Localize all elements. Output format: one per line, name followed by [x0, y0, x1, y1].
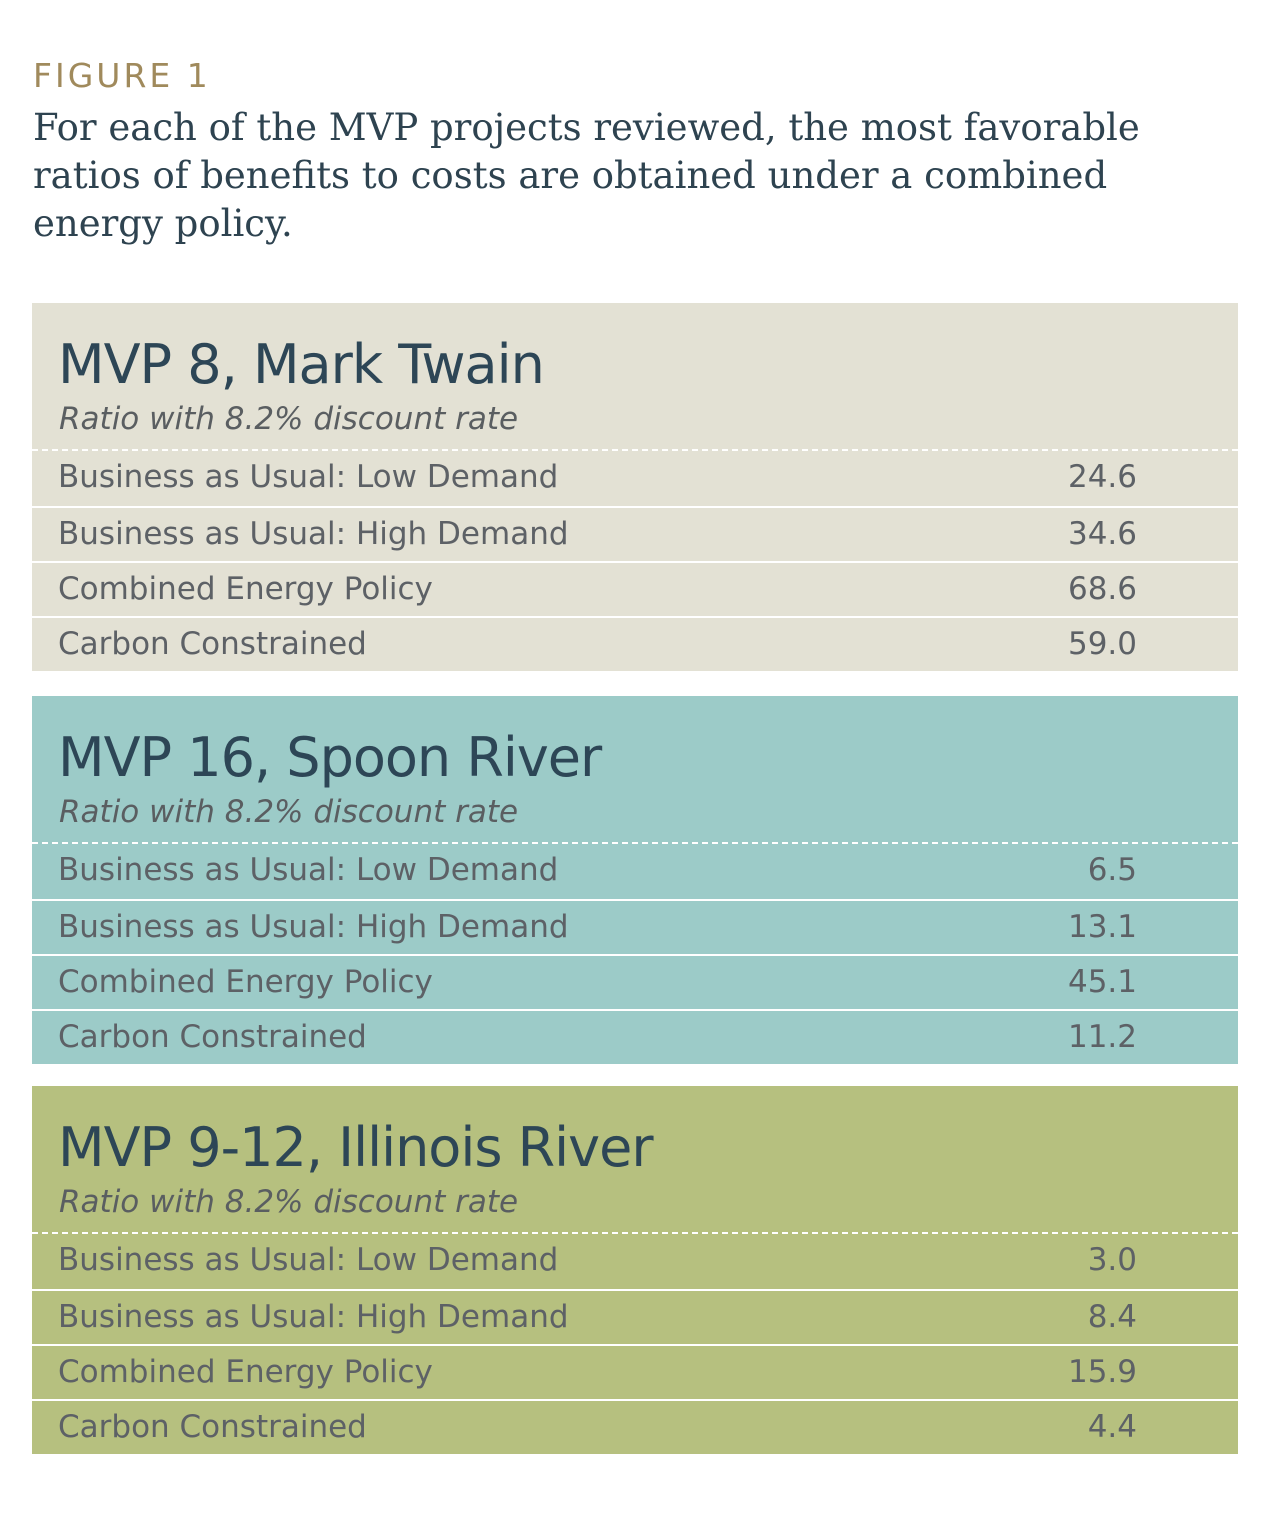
row-value: 68.6	[1067, 571, 1137, 607]
row-label: Combined Energy Policy	[58, 571, 433, 607]
row-value: 34.6	[1067, 516, 1137, 552]
row-label: Business as Usual: Low Demand	[58, 1242, 559, 1278]
row-value: 6.5	[1087, 852, 1137, 888]
table-row: Carbon Constrained 59.0	[32, 616, 1238, 671]
panel-title: MVP 9-12, Illinois River	[58, 1116, 654, 1179]
table-panel: MVP 9-12, Illinois River Ratio with 8.2% …	[32, 1086, 1238, 1454]
figure-label: FIGURE 1	[33, 56, 211, 95]
table-rows: Business as Usual: Low Demand 24.6 Busines…	[32, 451, 1238, 671]
table-row: Business as Usual: Low Demand 3.0	[32, 1234, 1238, 1289]
table-row: Business as Usual: Low Demand 6.5	[32, 844, 1238, 899]
row-label: Business as Usual: Low Demand	[58, 852, 559, 888]
row-label: Carbon Constrained	[58, 1409, 367, 1445]
table-panel: MVP 8, Mark Twain Ratio with 8.2% discoun…	[32, 303, 1238, 671]
panel-header: MVP 9-12, Illinois River Ratio with 8.2% …	[32, 1086, 1238, 1234]
table-row: Business as Usual: Low Demand 24.6	[32, 451, 1238, 506]
row-value: 15.9	[1067, 1354, 1137, 1390]
panel-title: MVP 8, Mark Twain	[58, 333, 545, 396]
row-value: 13.1	[1067, 909, 1137, 945]
row-value: 4.4	[1087, 1409, 1137, 1445]
table-row: Business as Usual: High Demand 34.6	[32, 506, 1238, 561]
row-label: Combined Energy Policy	[58, 964, 433, 1000]
panel-subtitle: Ratio with 8.2% discount rate	[59, 1184, 519, 1220]
row-label: Carbon Constrained	[58, 1019, 367, 1055]
panel-subtitle: Ratio with 8.2% discount rate	[59, 794, 519, 830]
table-rows: Business as Usual: Low Demand 3.0 Business…	[32, 1234, 1238, 1454]
table-row: Combined Energy Policy 15.9	[32, 1344, 1238, 1399]
table-row: Combined Energy Policy 68.6	[32, 561, 1238, 616]
row-value: 24.6	[1067, 459, 1137, 495]
row-value: 3.0	[1087, 1242, 1137, 1278]
row-value: 45.1	[1067, 964, 1137, 1000]
row-value: 11.2	[1067, 1019, 1137, 1055]
table-row: Business as Usual: High Demand 13.1	[32, 899, 1238, 954]
figure-caption: For each of the MVP projects reviewed, t…	[33, 106, 1140, 245]
row-label: Business as Usual: High Demand	[58, 909, 569, 945]
row-label: Combined Energy Policy	[58, 1354, 433, 1390]
panel-header: MVP 8, Mark Twain Ratio with 8.2% discoun…	[32, 303, 1238, 451]
panel-subtitle: Ratio with 8.2% discount rate	[59, 401, 519, 437]
row-value: 59.0	[1067, 626, 1137, 662]
table-rows: Business as Usual: Low Demand 6.5 Business…	[32, 844, 1238, 1064]
table-row: Carbon Constrained 4.4	[32, 1399, 1238, 1454]
row-label: Business as Usual: High Demand	[58, 1299, 569, 1335]
table-panel: MVP 16, Spoon River Ratio with 8.2% disco…	[32, 696, 1238, 1064]
row-label: Business as Usual: Low Demand	[58, 459, 559, 495]
table-row: Business as Usual: High Demand 8.4	[32, 1289, 1238, 1344]
row-value: 8.4	[1087, 1299, 1137, 1335]
row-label: Business as Usual: High Demand	[58, 516, 569, 552]
panel-title: MVP 16, Spoon River	[58, 726, 602, 789]
panel-header: MVP 16, Spoon River Ratio with 8.2% disco…	[32, 696, 1238, 844]
row-label: Carbon Constrained	[58, 626, 367, 662]
table-row: Combined Energy Policy 45.1	[32, 954, 1238, 1009]
table-row: Carbon Constrained 11.2	[32, 1009, 1238, 1064]
